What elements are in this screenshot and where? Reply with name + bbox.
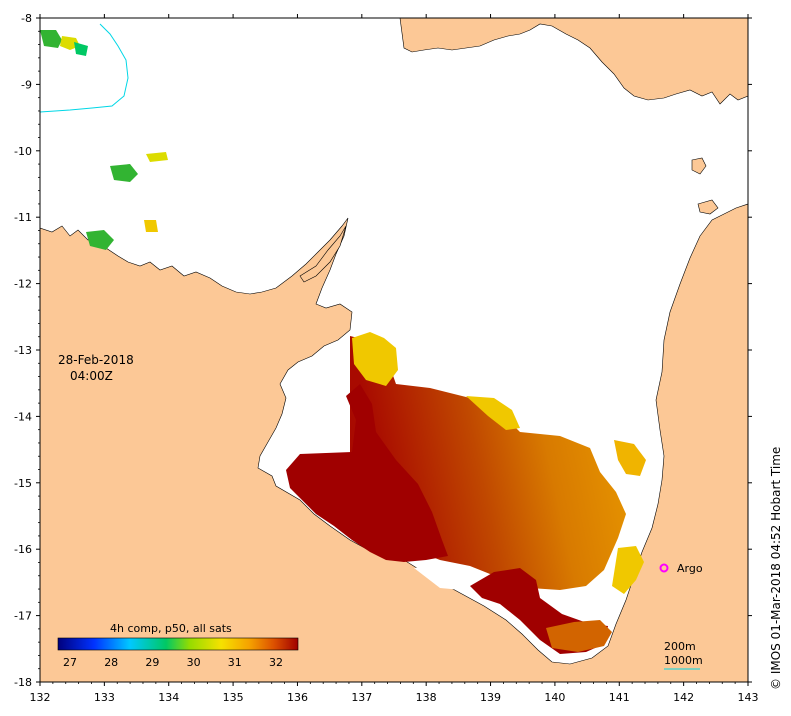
colorbar-label: 29: [145, 656, 159, 669]
x-tick-label: 135: [223, 691, 244, 704]
y-tick-label: -11: [14, 211, 32, 224]
contour-200m-line: [40, 23, 129, 113]
colorbar-label: 31: [228, 656, 242, 669]
y-axis: -8 -9 -10 -11 -12 -13 -14 -15 -16 -17 -18: [14, 12, 752, 689]
land-northern-territory: [40, 203, 748, 682]
x-tick-label: 142: [673, 691, 694, 704]
x-tick-label: 137: [351, 691, 372, 704]
x-tick-label: 132: [30, 691, 51, 704]
y-tick-label: -12: [14, 278, 32, 291]
sst-green-nw-3: [110, 164, 138, 182]
sst-warm-south: [546, 620, 612, 652]
sst-hot-pool: [286, 384, 448, 562]
x-tick-label: 143: [738, 691, 759, 704]
contour-1000m-label: 1000m: [664, 654, 703, 667]
colorbar-label: 28: [104, 656, 118, 669]
sst-yellow-se: [612, 546, 644, 594]
land-island-ne: [691, 157, 707, 175]
sst-green-nw-2: [74, 42, 88, 56]
legend-title: 4h comp, p50, all sats: [110, 622, 232, 635]
contour-200m-label: 200m: [664, 640, 696, 653]
map-date: 28-Feb-2018: [58, 353, 134, 367]
credit-text: © IMOS 01-Mar-2018 04:52 Hobart Time: [769, 447, 783, 690]
colorbar-label: 27: [63, 656, 77, 669]
nodata-south: [414, 564, 468, 590]
sst-yellow-ne: [466, 396, 520, 430]
y-tick-label: -17: [14, 610, 32, 623]
x-tick-label: 133: [94, 691, 115, 704]
sst-yellow-nw-3: [144, 220, 158, 232]
nodata-bay: [296, 400, 350, 450]
x-axis: 132 133 134 135 136 137 138 139 140 141 142 143: [30, 14, 759, 704]
y-tick-label: -14: [14, 410, 32, 423]
y-tick-label: -8: [21, 12, 32, 25]
sst-yellow-east: [614, 440, 646, 476]
x-tick-label: 138: [416, 691, 437, 704]
x-tick-label: 139: [480, 691, 501, 704]
y-tick-label: -10: [14, 145, 32, 158]
sst-yellow-nw-2: [146, 152, 168, 162]
land-island-east: [697, 199, 719, 215]
y-tick-label: -9: [21, 78, 32, 91]
colorbar-label: 30: [187, 656, 201, 669]
colorbar: [57, 637, 299, 651]
x-tick-label: 141: [609, 691, 630, 704]
x-tick-label: 134: [158, 691, 179, 704]
x-tick-label: 136: [287, 691, 308, 704]
x-tick-label: 140: [544, 691, 565, 704]
sst-green-nw-1: [40, 30, 62, 48]
colorbar-label: 32: [269, 656, 283, 669]
argo-float-marker[interactable]: [659, 563, 669, 573]
argo-label: Argo: [677, 562, 703, 575]
y-tick-label: -15: [14, 477, 32, 490]
map-time: 04:00Z: [70, 369, 113, 383]
land-island-wessel: [299, 225, 347, 283]
y-tick-label: -13: [14, 344, 32, 357]
y-tick-label: -18: [14, 676, 32, 689]
sst-yellow-north: [352, 332, 398, 386]
land-cape-york: [399, 18, 748, 105]
colorbar-labels: 27 28 29 30 31 32: [63, 656, 283, 669]
y-tick-label: -16: [14, 543, 32, 556]
sst-green-nw-4: [86, 230, 114, 250]
